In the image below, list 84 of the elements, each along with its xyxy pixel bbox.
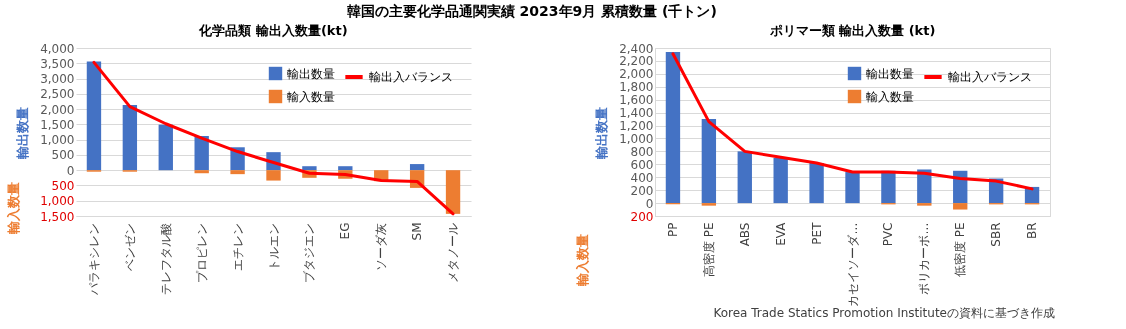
x-tick-label: PVC	[881, 222, 896, 247]
bar	[338, 166, 353, 171]
y-tick-label: 2,400	[619, 41, 654, 56]
y-tick-label: 1,000	[619, 131, 654, 146]
y-tick-label: 1,800	[619, 80, 654, 95]
x-tick-label: メタノール	[446, 222, 461, 283]
bar	[917, 203, 932, 206]
y-tick-label: 0	[66, 163, 75, 178]
chart-title: 化学品類 輸出入数量(kt)	[198, 23, 348, 38]
x-tick-label: PET	[809, 221, 824, 245]
y-tick-label: 4,000	[40, 41, 75, 56]
y-axis-title: 輸出数量	[15, 106, 31, 160]
x-tick-label: エチレン	[230, 222, 245, 271]
x-tick-label: SM	[410, 222, 425, 241]
bar	[665, 51, 681, 204]
bar	[266, 170, 281, 181]
y-tick-label: 400	[630, 170, 654, 185]
legend-label: 輸入数量	[866, 89, 914, 104]
x-tick-label: パラキシレン	[86, 222, 101, 296]
y-tick-label: 500	[51, 178, 75, 193]
x-tick-label: 高密度 PE	[701, 222, 716, 278]
bar	[737, 151, 752, 204]
bar	[86, 61, 102, 171]
bar	[809, 163, 824, 204]
x-tick-label: 低密度 PE	[953, 222, 968, 278]
y-tick-label: 200	[630, 209, 654, 224]
y-tick-label: 800	[630, 144, 654, 159]
bar	[845, 172, 860, 204]
x-tick-label: PP	[665, 222, 680, 237]
y-tick-label: 3,500	[40, 56, 75, 71]
bar	[230, 170, 245, 175]
text: 輸入数量	[6, 182, 21, 235]
y-tick-label: 1,200	[619, 119, 654, 134]
x-tick-label: SBR	[989, 222, 1004, 247]
text: 輸入数量	[575, 234, 590, 287]
y-tick-label: 1,400	[619, 106, 654, 121]
x-tick-label: EVA	[773, 221, 788, 246]
legend-label: 輸出数量	[287, 66, 335, 81]
text: Korea Trade Statics Promotion Instituteの資料に基づき作成	[713, 306, 1055, 320]
y-tick-label: 2,000	[619, 67, 654, 82]
line-series	[671, 52, 1034, 191]
bar	[302, 166, 317, 171]
bar	[773, 157, 788, 204]
x-tick-label: ベンゼン	[122, 222, 137, 271]
legend-label: 輸出入バランス	[948, 70, 1032, 84]
bar	[445, 170, 461, 214]
chart-title: ポリマー類 輸出入数量 (kt)	[768, 23, 936, 38]
y-tick-label: 0	[645, 196, 654, 211]
bar	[158, 124, 173, 171]
text: 韓国の主要化学品通関実績 2023年9月 累積数量 (千トン)	[346, 2, 717, 19]
line-series	[92, 60, 455, 216]
bar	[917, 169, 932, 204]
x-tick-label: ソーダ灰	[374, 222, 389, 271]
bar	[701, 119, 717, 204]
x-tick-label: プロピレン	[194, 222, 209, 283]
y-tick-label: 1,500	[40, 209, 75, 224]
y-tick-label: 1,000	[40, 133, 75, 148]
y-tick-label: 1,000	[40, 194, 75, 209]
x-tick-label: カセイソーダ…	[845, 222, 860, 307]
y-tick-label: 2,200	[619, 54, 654, 69]
y-tick-label: 500	[51, 148, 75, 163]
x-tick-label: ポリカーボ…	[917, 222, 932, 295]
y-tick-label: 2,000	[40, 102, 75, 117]
bar	[194, 170, 209, 174]
y-tick-label: 1,600	[619, 93, 654, 108]
x-tick-label: テレフタル酸	[158, 222, 173, 295]
legend-label: 輸出入バランス	[369, 70, 453, 84]
x-tick-label: ABS	[737, 222, 752, 247]
x-tick-label: BR	[1025, 222, 1040, 240]
y-tick-label: 1,500	[40, 117, 75, 132]
legend-label: 輸出数量	[866, 66, 914, 81]
bar	[122, 105, 138, 171]
bar	[701, 203, 717, 206]
y-tick-label: 3,000	[40, 72, 75, 87]
legend-label: 輸入数量	[287, 89, 335, 104]
x-tick-label: トルエン	[266, 222, 281, 271]
bar	[409, 164, 425, 171]
y-tick-label: 200	[630, 183, 654, 198]
x-tick-label: ブタジエン	[302, 222, 317, 283]
y-tick-label: 2,500	[40, 87, 75, 102]
x-tick-label: EG	[338, 222, 353, 240]
y-tick-label: 600	[630, 157, 654, 172]
bar	[953, 203, 968, 210]
y-axis-title: 輸出数量	[594, 106, 610, 160]
